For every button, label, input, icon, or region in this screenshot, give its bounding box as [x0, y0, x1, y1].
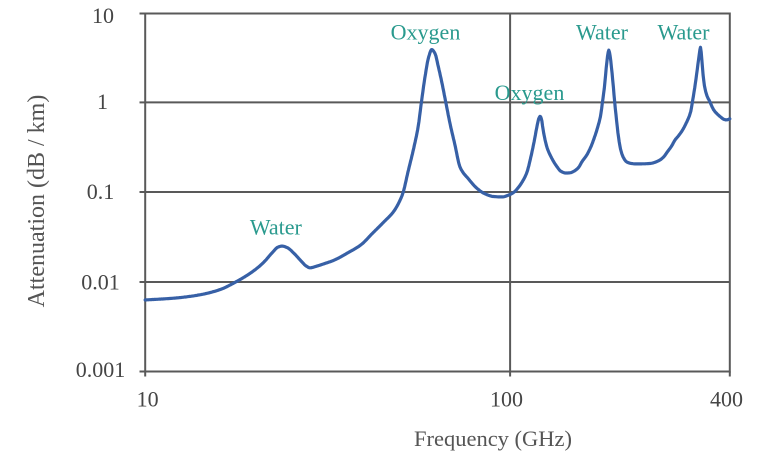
svg-text:0.001: 0.001	[76, 357, 126, 382]
svg-text:Water: Water	[658, 20, 711, 45]
svg-text:400: 400	[710, 387, 743, 412]
svg-text:1: 1	[97, 89, 108, 114]
svg-text:0.1: 0.1	[87, 179, 115, 204]
svg-text:Oxygen: Oxygen	[391, 20, 461, 45]
svg-text:Water: Water	[576, 20, 629, 45]
svg-text:Attenuation (dB / km): Attenuation (dB / km)	[24, 95, 50, 308]
svg-text:Frequency (GHz): Frequency (GHz)	[414, 426, 572, 451]
svg-text:0.01: 0.01	[81, 270, 120, 295]
svg-text:10: 10	[137, 387, 159, 412]
svg-text:10: 10	[92, 3, 114, 28]
svg-text:Water: Water	[250, 215, 303, 240]
svg-text:Oxygen: Oxygen	[495, 80, 565, 105]
svg-text:100: 100	[490, 387, 523, 412]
